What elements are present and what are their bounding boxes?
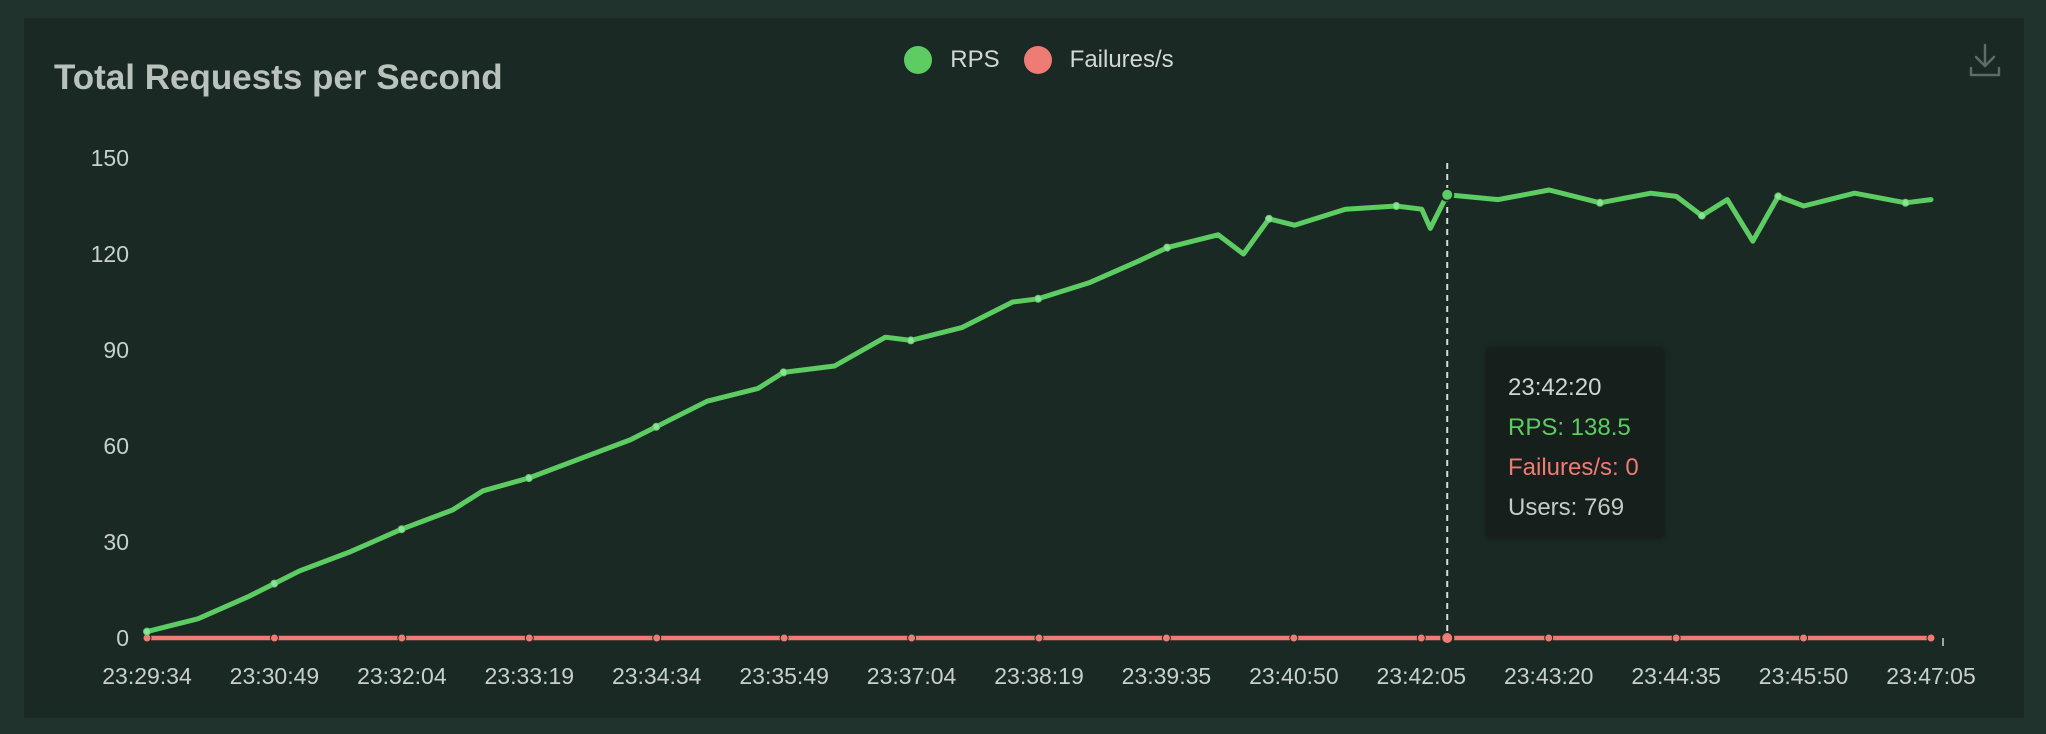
rps-marker-24 xyxy=(1163,243,1172,252)
rps-marker-12 xyxy=(652,422,661,431)
download-icon[interactable] xyxy=(1968,42,2002,80)
x-tick-label-13: 23:45:50 xyxy=(1759,663,1849,689)
x-tick-label-8: 23:39:35 xyxy=(1122,663,1212,689)
rps-marker-0 xyxy=(143,627,151,636)
failures-marker-2 xyxy=(397,633,407,643)
x-tick-label-10: 23:42:05 xyxy=(1377,663,1467,689)
rps-marker-30 xyxy=(1392,202,1401,210)
legend-dot-rps xyxy=(904,46,933,74)
x-tick-label-11: 23:43:20 xyxy=(1504,663,1594,689)
tooltip-failures: Failures/s: 0 xyxy=(1508,454,1639,481)
legend-label-failures: Failures/s xyxy=(1069,46,1174,73)
rps-marker-6 xyxy=(397,525,406,534)
x-tick-label-6: 23:37:04 xyxy=(867,663,957,689)
legend-dot-failures xyxy=(1023,46,1052,74)
x-tick-label-2: 23:32:04 xyxy=(357,663,447,689)
x-tick-label-14: 23:47:05 xyxy=(1886,663,1976,689)
rps-marker-42 xyxy=(1774,192,1783,201)
legend: RPS Failures/s xyxy=(24,46,2024,74)
failures-marker-1 xyxy=(269,633,279,643)
y-tick-label-1: 30 xyxy=(103,529,129,555)
y-tick-label-5: 150 xyxy=(91,145,129,171)
series-line-rps xyxy=(144,187,1934,635)
x-tick-label-3: 23:33:19 xyxy=(485,663,575,689)
x-tick-label-12: 23:44:35 xyxy=(1631,663,1721,689)
x-tick-label-1: 23:30:49 xyxy=(230,663,320,689)
failures-marker-9 xyxy=(1289,633,1299,643)
failures-marker-10 xyxy=(1416,633,1426,643)
failures-marker-7 xyxy=(1034,633,1044,643)
x-tick-label-7: 23:38:19 xyxy=(994,663,1084,689)
rps-marker-39 xyxy=(1697,211,1706,220)
line-chart: 0 30 60 90 120 150 23:29:34 23:30:49 23:32:04 23:… xyxy=(91,145,1976,689)
x-tick-label-9: 23:40:50 xyxy=(1249,663,1339,689)
tooltip: 23:42:20 RPS: 138.5 Failures/s: 0 Users:… xyxy=(1486,348,1664,538)
failures-marker-11 xyxy=(1544,633,1554,643)
failures-marker-5 xyxy=(779,633,789,643)
y-tick-label-2: 60 xyxy=(103,433,129,459)
failures-marker-4 xyxy=(652,633,662,643)
legend-item-failures[interactable]: Failures/s xyxy=(1023,46,1174,74)
rps-marker-18 xyxy=(906,336,915,345)
rps-marker-9 xyxy=(524,474,533,482)
rps-marker-21 xyxy=(1034,294,1043,303)
legend-item-rps[interactable]: RPS xyxy=(904,46,1000,74)
x-tick-label-5: 23:35:49 xyxy=(739,663,829,689)
rps-marker-45 xyxy=(1901,198,1910,207)
failures-marker-8 xyxy=(1161,633,1171,643)
y-tick-label-0: 0 xyxy=(116,625,129,651)
failures-marker-12 xyxy=(1671,633,1681,643)
rps-highlight-point xyxy=(1440,187,1455,202)
rps-marker-3 xyxy=(270,579,279,588)
chart-title: Total Requests per Second xyxy=(54,58,503,97)
rps-marker-15 xyxy=(779,368,788,377)
failures-marker-6 xyxy=(907,633,917,643)
rps-marker-27 xyxy=(1265,214,1274,223)
legend-label-rps: RPS xyxy=(950,46,1000,73)
tooltip-time: 23:42:20 xyxy=(1508,374,1602,401)
failures-marker-13 xyxy=(1799,633,1809,643)
x-tick-label-4: 23:34:34 xyxy=(612,663,702,689)
chart-panel: Total Requests per Second RPS Failures/s… xyxy=(24,18,2024,718)
failures-marker-14 xyxy=(1926,633,1936,643)
tooltip-users: Users: 769 xyxy=(1508,494,1625,521)
y-tick-label-4: 120 xyxy=(91,241,129,267)
rps-marker-36 xyxy=(1596,198,1605,207)
failures-marker-3 xyxy=(524,633,534,643)
y-tick-label-3: 90 xyxy=(103,337,129,363)
x-tick-label-0: 23:29:34 xyxy=(102,663,192,689)
failures-highlight-point xyxy=(1440,631,1455,645)
tooltip-rps: RPS: 138.5 xyxy=(1508,414,1631,441)
